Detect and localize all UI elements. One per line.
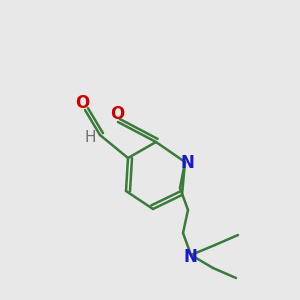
Text: H: H — [84, 130, 96, 146]
Text: O: O — [75, 94, 89, 112]
Text: N: N — [180, 154, 194, 172]
Text: O: O — [110, 105, 124, 123]
Text: N: N — [183, 248, 197, 266]
